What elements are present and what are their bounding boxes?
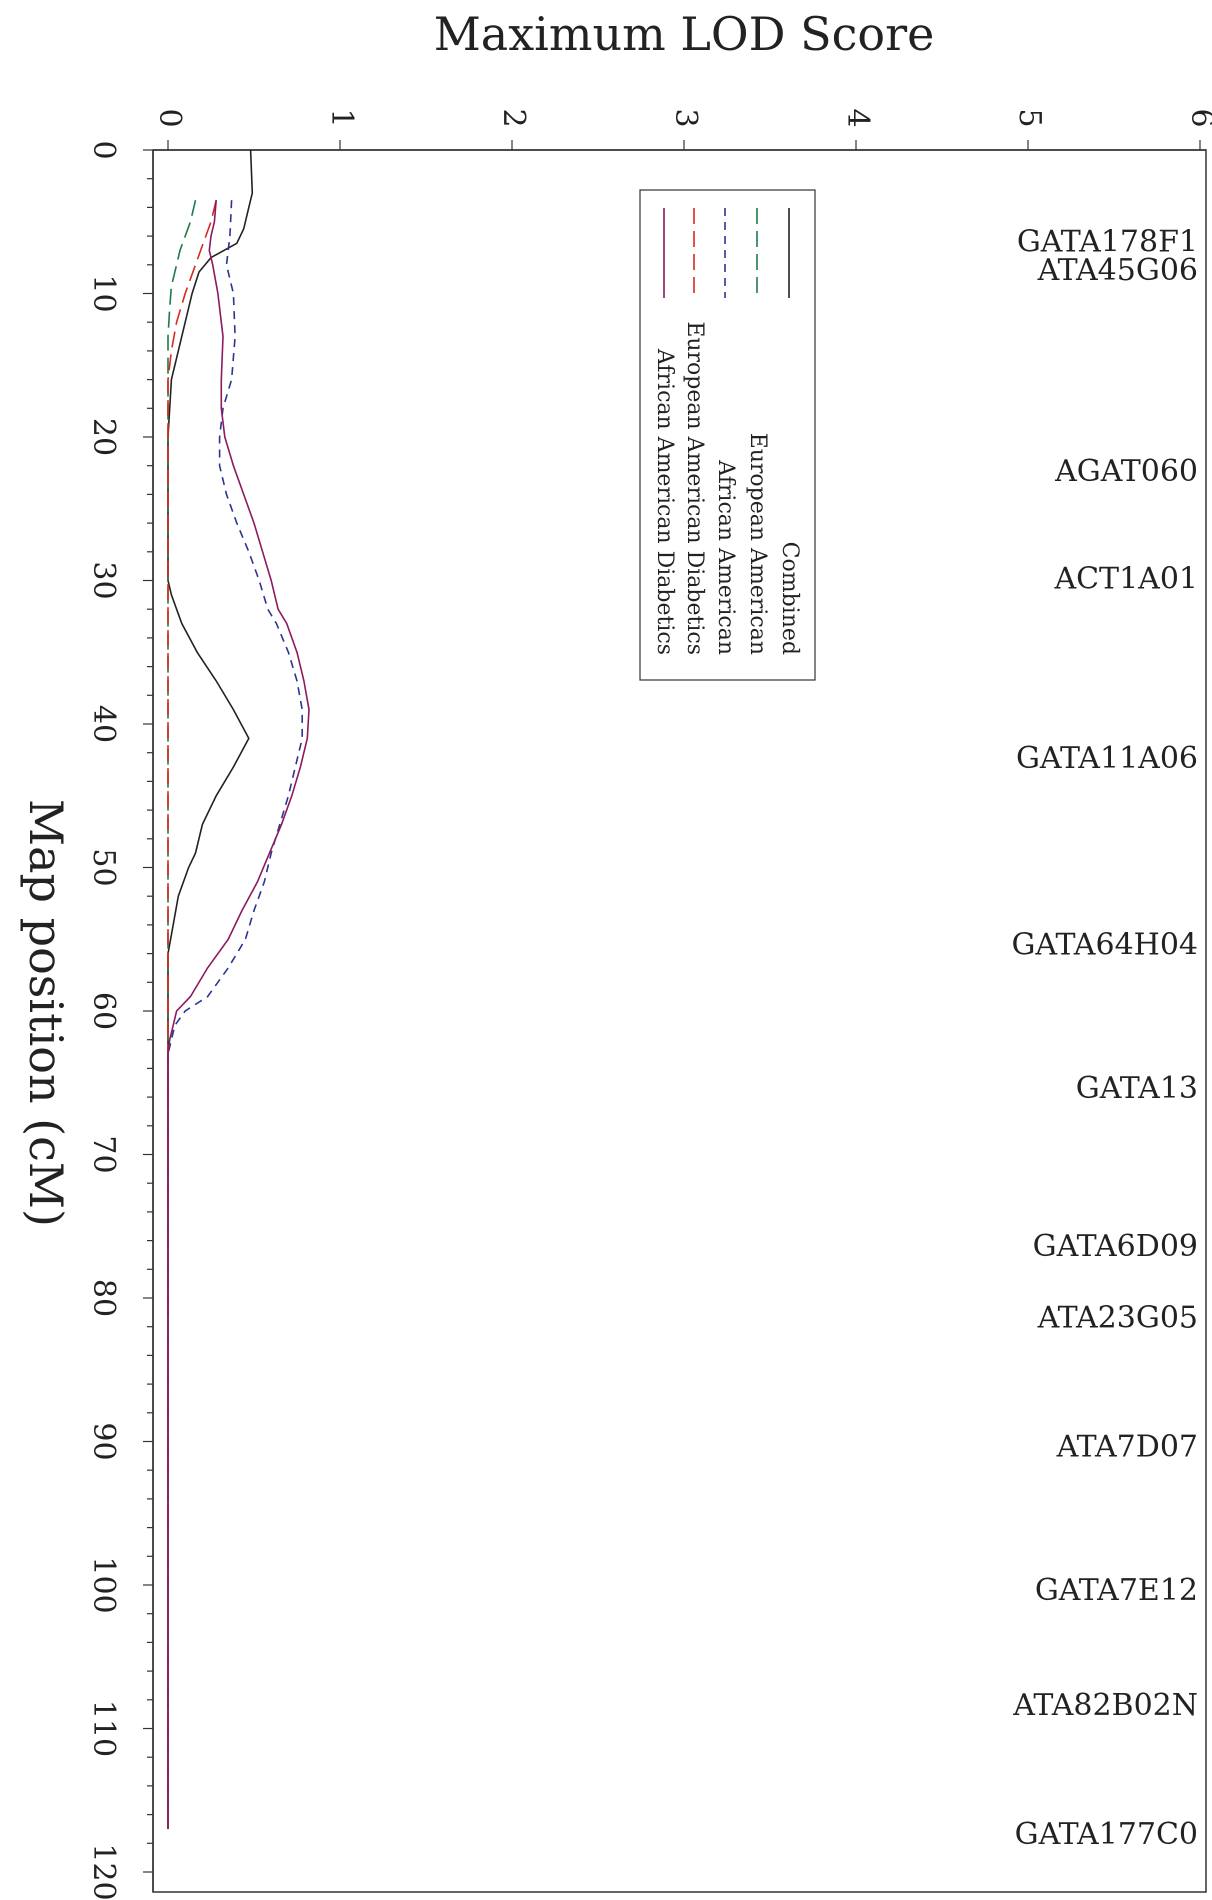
series-line-african-american-diabetics bbox=[167, 200, 310, 1829]
y-tick-label: 1 bbox=[324, 108, 359, 127]
legend-label: European American bbox=[745, 433, 770, 655]
legend-label: African American bbox=[713, 459, 738, 655]
marker-label: ACT1A01 bbox=[1053, 562, 1198, 597]
legend-box bbox=[639, 189, 816, 681]
x-tick-label: 10 bbox=[86, 274, 121, 312]
x-tick-label: 90 bbox=[86, 1422, 121, 1460]
x-tick-label: 60 bbox=[86, 992, 121, 1030]
x-tick-label: 100 bbox=[86, 1556, 121, 1613]
y-axis-title: Maximum LOD Score bbox=[434, 7, 935, 61]
legend-label: African American Diabetics bbox=[652, 348, 677, 655]
series-line-european-american bbox=[167, 200, 197, 1829]
y-tick-label: 4 bbox=[840, 108, 875, 127]
y-tick-label: 6 bbox=[1184, 108, 1212, 127]
y-tick-label: 5 bbox=[1012, 108, 1047, 127]
y-tick-label: 0 bbox=[152, 108, 187, 127]
marker-label: GATA11A06 bbox=[1016, 741, 1198, 776]
x-tick-label: 110 bbox=[86, 1700, 121, 1757]
marker-label: GATA64H04 bbox=[1011, 927, 1198, 962]
legend: Combined European American African America… bbox=[639, 189, 816, 681]
x-tick-label: 20 bbox=[86, 418, 121, 456]
y-axis: 0 1 2 3 4 5 6 bbox=[152, 108, 1212, 151]
marker-label: GATA13 bbox=[1076, 1071, 1198, 1106]
marker-label: ATA23G05 bbox=[1037, 1301, 1198, 1336]
marker-label: ATA82B02N bbox=[1012, 1688, 1198, 1723]
x-tick-label: 50 bbox=[86, 848, 121, 886]
marker-label: ATA45G06 bbox=[1037, 253, 1198, 288]
x-axis-title: Map position (cM) bbox=[19, 799, 73, 1227]
x-tick-label: 70 bbox=[86, 1135, 121, 1173]
legend-label: Combined bbox=[777, 542, 802, 655]
x-tick-label: 120 bbox=[86, 1843, 121, 1900]
marker-label: GATA178F1 bbox=[1017, 224, 1198, 259]
marker-label: ATA7D07 bbox=[1056, 1430, 1198, 1465]
series-line-european-american-diabetics bbox=[167, 200, 217, 1829]
marker-label: GATA7E12 bbox=[1035, 1573, 1198, 1608]
y-tick-label: 2 bbox=[496, 108, 531, 127]
x-axis: 0 10 20 30 40 50 60 70 80 90 100 110 120 bbox=[86, 140, 154, 1900]
y-tick-label: 3 bbox=[668, 108, 703, 127]
marker-label: GATA6D09 bbox=[1033, 1229, 1198, 1264]
x-tick-label: 80 bbox=[86, 1279, 121, 1317]
series-line-african-american bbox=[167, 200, 303, 1829]
marker-label: GATA177C0 bbox=[1015, 1817, 1198, 1852]
legend-label: European American Diabetics bbox=[682, 321, 707, 655]
x-tick-label: 40 bbox=[86, 705, 121, 743]
x-tick-label: 0 bbox=[86, 140, 121, 159]
marker-label: AGAT060 bbox=[1054, 454, 1198, 489]
series-lines bbox=[167, 149, 310, 1829]
x-tick-label: 30 bbox=[86, 561, 121, 599]
series-line-combined bbox=[167, 149, 254, 1829]
